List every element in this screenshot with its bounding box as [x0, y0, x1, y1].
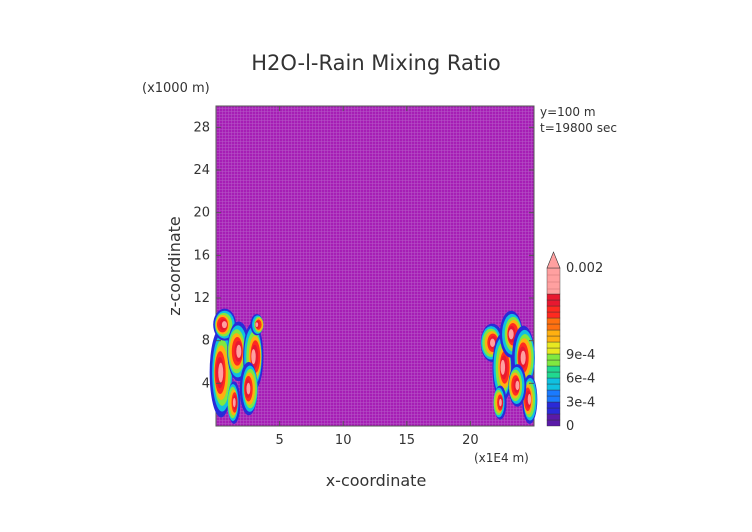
colorbar: 0 3e-4 6e-4 9e-4 0.002 [546, 251, 603, 434]
colorbar-segment [546, 413, 561, 421]
y-ticks: 4 8 12 16 20 24 28 [193, 120, 534, 391]
colorbar-label: 0.002 [566, 261, 603, 276]
y-tick-label: 24 [193, 163, 210, 178]
x-tick-label: 15 [399, 433, 416, 448]
colorbar-segment [546, 305, 561, 313]
colorbar-segment [546, 267, 561, 295]
y-tick-label: 12 [193, 291, 210, 306]
colorbar-segment [546, 317, 561, 325]
colorbar-segment [546, 389, 561, 397]
colorbar-segment [546, 407, 561, 415]
rain-cell [251, 349, 256, 365]
rain-cell [255, 322, 259, 328]
x-ticks: 5 10 15 20 [275, 106, 479, 448]
colorbar-segment [546, 359, 561, 367]
x-unit-label: (x1E4 m) [474, 451, 529, 465]
colorbar-segment [546, 401, 561, 409]
x-tick-label: 5 [275, 433, 283, 448]
colorbar-segment [546, 365, 561, 373]
y-tick-label: 16 [193, 248, 210, 263]
colorbar-label: 6e-4 [566, 372, 595, 387]
colorbar-segment [546, 347, 561, 355]
y-unit-label: (x1000 m) [142, 81, 210, 96]
colorbar-segment [546, 371, 561, 379]
rain-cell [490, 338, 496, 348]
colorbar-segment [546, 383, 561, 391]
y-tick-label: 4 [202, 376, 210, 391]
rain-cell [221, 321, 227, 329]
x-tick-label: 20 [462, 433, 479, 448]
colorbar-label: 0 [566, 419, 574, 434]
colorbar-segment [546, 311, 561, 319]
rain-cell [515, 380, 520, 391]
y-axis-label: z-coordinate [165, 216, 184, 316]
colorbar-segment [546, 395, 561, 403]
x-tick-label: 10 [335, 433, 352, 448]
colorbar-segment [546, 377, 561, 385]
colorbar-label: 9e-4 [566, 348, 595, 363]
y-tick-label: 28 [193, 120, 210, 135]
rain-cell [520, 350, 526, 365]
colorbar-segment [546, 323, 561, 331]
rain-cell [218, 362, 224, 383]
colorbar-segment [546, 335, 561, 343]
colorbar-segment [546, 341, 561, 349]
rain-cell [499, 398, 502, 407]
rain-cell [500, 359, 506, 375]
rain-cell [246, 382, 251, 395]
colorbar-segment [546, 419, 561, 427]
colorbar-segment [546, 353, 561, 361]
colorbar-extend-arrow [546, 251, 561, 269]
colorbar-label: 3e-4 [566, 395, 595, 410]
chart-title: H2O-l-Rain Mixing Ratio [251, 51, 501, 75]
colorbar-segment [546, 299, 561, 307]
rain-cell [232, 397, 236, 408]
plot-area [215, 105, 535, 427]
rain-field-layer [209, 308, 538, 424]
rain-cell [527, 393, 532, 405]
colorbar-segment [546, 329, 561, 337]
y-tick-label: 20 [193, 206, 210, 221]
colorbar-segment [546, 293, 561, 301]
y-tick-label: 8 [202, 334, 210, 349]
rain-cell [236, 344, 242, 358]
rain-cell [508, 329, 514, 340]
x-axis-label: x-coordinate [326, 471, 427, 490]
annotation-y: y=100 m [540, 105, 596, 119]
annotation-t: t=19800 sec [540, 121, 617, 135]
